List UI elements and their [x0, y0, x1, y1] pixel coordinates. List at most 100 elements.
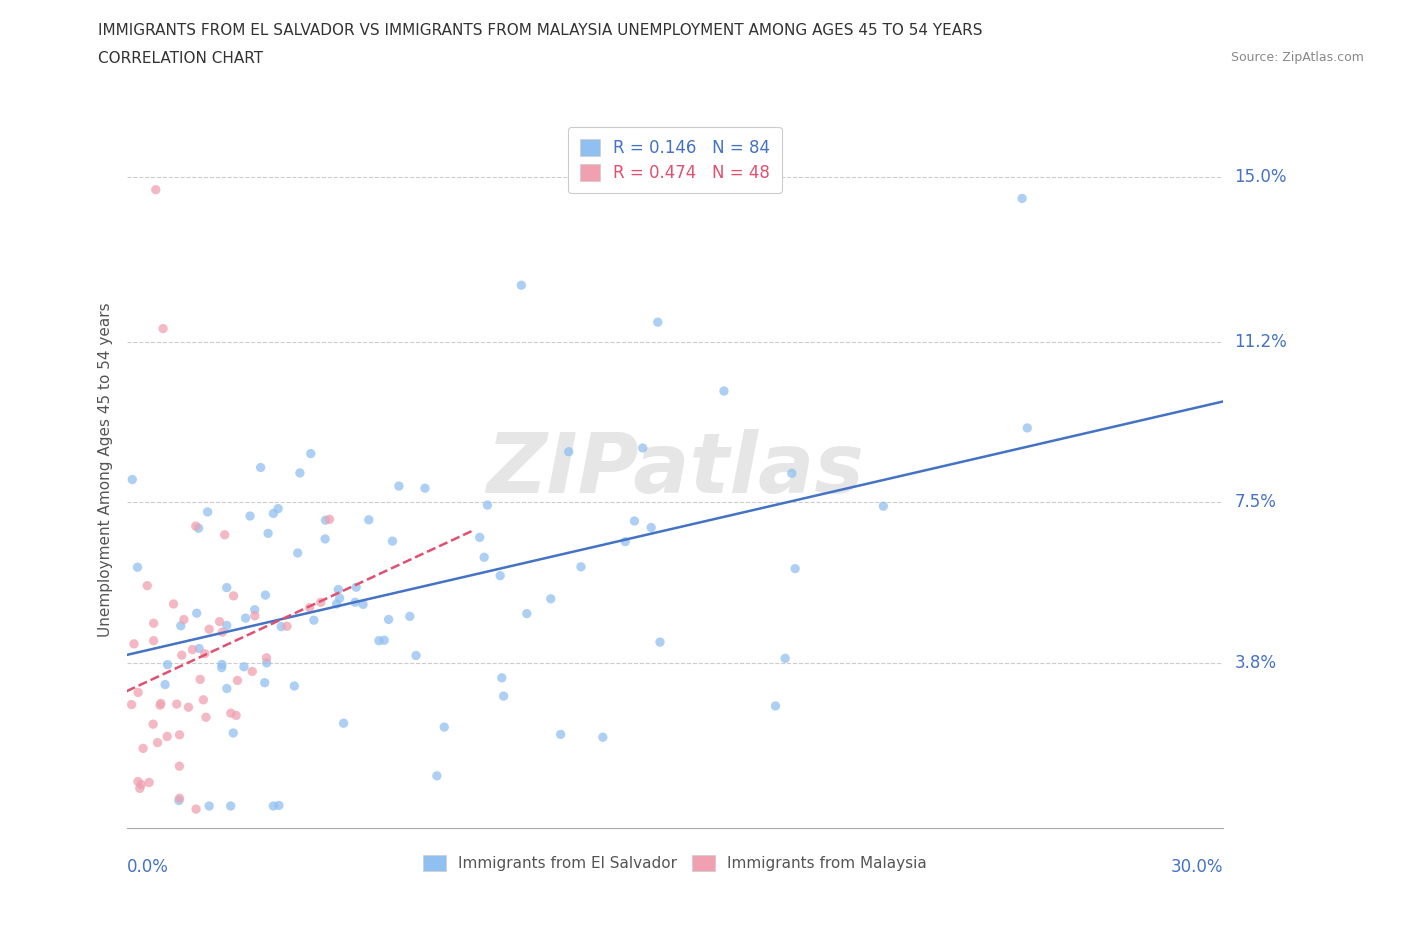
- Point: [773, 651, 796, 666]
- Point: [713, 383, 735, 398]
- Point: [198, 799, 221, 814]
- Point: [142, 717, 165, 732]
- Point: [222, 725, 245, 740]
- Point: [149, 696, 172, 711]
- Point: [270, 619, 292, 634]
- Point: [193, 692, 215, 707]
- Point: [267, 501, 290, 516]
- Point: [344, 595, 367, 610]
- Point: [122, 636, 145, 651]
- Point: [146, 735, 169, 750]
- Point: [184, 519, 207, 534]
- Point: [156, 658, 179, 672]
- Point: [214, 527, 236, 542]
- Point: [194, 646, 217, 661]
- Point: [592, 730, 614, 745]
- Point: [152, 321, 174, 336]
- Point: [344, 579, 367, 594]
- Text: 3.8%: 3.8%: [1234, 654, 1277, 671]
- Point: [188, 641, 211, 656]
- Point: [197, 504, 219, 519]
- Point: [177, 699, 200, 714]
- Point: [121, 472, 143, 487]
- Point: [328, 582, 350, 597]
- Point: [233, 659, 256, 674]
- Point: [132, 741, 155, 756]
- Point: [187, 521, 209, 536]
- Point: [219, 799, 242, 814]
- Point: [640, 520, 662, 535]
- Point: [188, 672, 211, 687]
- Point: [315, 512, 337, 527]
- Point: [352, 597, 374, 612]
- Point: [156, 729, 179, 744]
- Text: CORRELATION CHART: CORRELATION CHART: [98, 51, 263, 66]
- Point: [872, 498, 894, 513]
- Point: [405, 648, 427, 663]
- Point: [257, 526, 280, 541]
- Point: [211, 660, 233, 675]
- Point: [765, 698, 787, 713]
- Point: [129, 777, 152, 792]
- Text: 0.0%: 0.0%: [127, 858, 169, 876]
- Point: [138, 775, 160, 790]
- Point: [215, 618, 238, 632]
- Point: [256, 656, 278, 671]
- Text: IMMIGRANTS FROM EL SALVADOR VS IMMIGRANTS FROM MALAYSIA UNEMPLOYMENT AMONG AGES : IMMIGRANTS FROM EL SALVADOR VS IMMIGRANT…: [98, 23, 983, 38]
- Point: [426, 768, 449, 783]
- Point: [468, 530, 491, 545]
- Point: [215, 681, 238, 696]
- Point: [121, 698, 143, 712]
- Point: [170, 647, 193, 662]
- Point: [569, 560, 592, 575]
- Point: [142, 633, 165, 648]
- Point: [215, 580, 238, 595]
- Point: [1011, 191, 1033, 206]
- Point: [211, 657, 233, 671]
- Point: [287, 546, 309, 561]
- Point: [208, 614, 231, 629]
- Point: [785, 561, 807, 576]
- Point: [235, 611, 257, 626]
- Point: [489, 568, 512, 583]
- Point: [194, 710, 217, 724]
- Point: [329, 591, 352, 605]
- Point: [219, 706, 242, 721]
- Point: [166, 697, 188, 711]
- Point: [510, 278, 533, 293]
- Point: [136, 578, 159, 593]
- Point: [225, 708, 247, 723]
- Point: [170, 618, 193, 633]
- Point: [491, 671, 513, 685]
- Point: [332, 716, 354, 731]
- Point: [413, 481, 436, 496]
- Point: [184, 802, 207, 817]
- Point: [162, 596, 184, 611]
- Text: ZIPatlas: ZIPatlas: [486, 429, 863, 511]
- Point: [357, 512, 380, 527]
- Point: [516, 606, 538, 621]
- Point: [377, 612, 399, 627]
- Point: [181, 643, 204, 658]
- Point: [647, 314, 669, 329]
- Point: [186, 605, 208, 620]
- Text: 11.2%: 11.2%: [1234, 333, 1286, 351]
- Point: [623, 513, 645, 528]
- Point: [492, 688, 515, 703]
- Point: [318, 512, 340, 526]
- Point: [276, 618, 298, 633]
- Point: [550, 727, 572, 742]
- Point: [253, 675, 276, 690]
- Point: [314, 531, 336, 546]
- Point: [262, 506, 284, 521]
- Point: [262, 799, 284, 814]
- Point: [127, 774, 149, 789]
- Point: [373, 632, 395, 647]
- Point: [283, 679, 305, 694]
- Point: [254, 588, 277, 603]
- Point: [302, 613, 325, 628]
- Point: [222, 589, 245, 604]
- Point: [398, 609, 420, 624]
- Point: [288, 466, 311, 481]
- Point: [145, 182, 167, 197]
